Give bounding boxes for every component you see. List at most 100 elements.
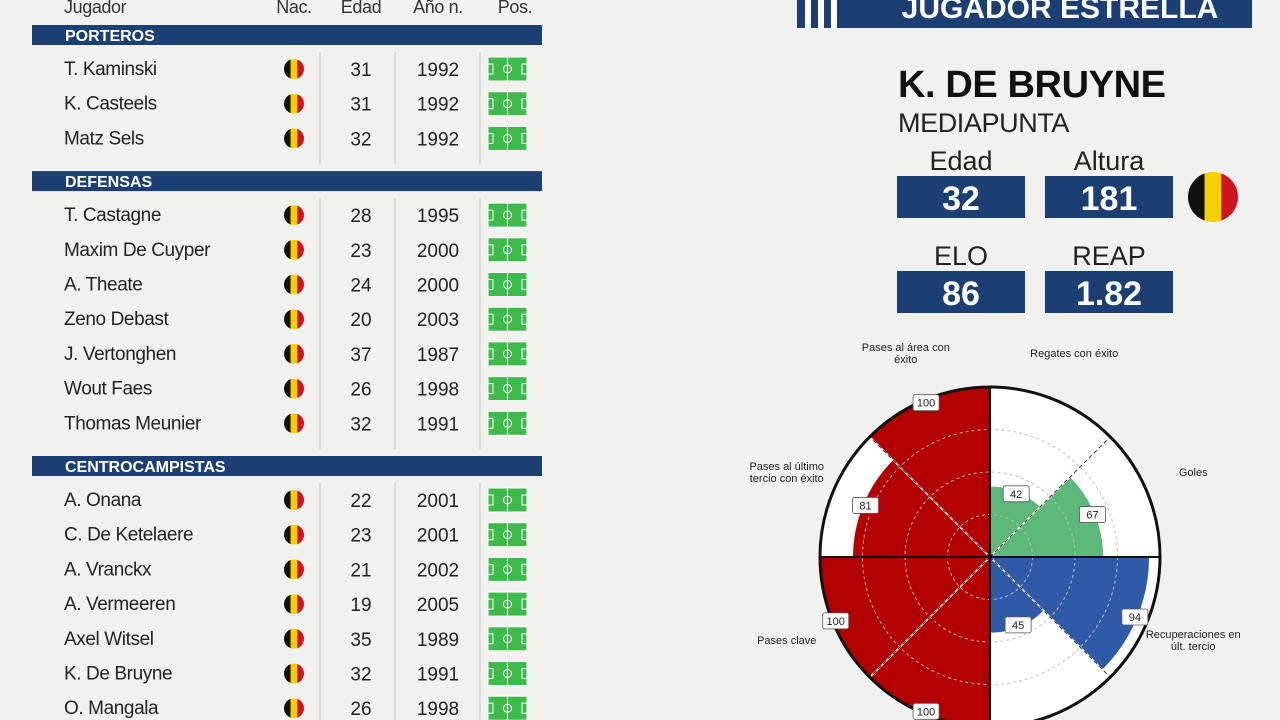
category-label: Pases al área con éxito [861,341,950,366]
flag-stripe [290,490,298,510]
pitch-circle [503,133,512,143]
player-born: 1987 [417,345,459,366]
player-age: 31 [350,60,371,81]
flag [284,698,304,719]
value-label: 67 [1086,510,1098,522]
flag-stripe [297,309,304,330]
player-name: T. Kaminski [64,59,157,80]
pitch-box [521,98,528,110]
flag [284,413,304,434]
section-bar [32,171,542,192]
flag-stripe [290,274,298,295]
pitch-box [487,279,494,290]
flag-stripe [290,59,298,79]
flag-stripe [297,663,304,684]
player-age: 23 [350,526,371,547]
flag [284,343,304,364]
pitch-box [521,417,528,429]
flag-stripe [297,524,304,545]
player-age: 32 [350,665,371,686]
section-title: DEFENSAS [65,174,152,191]
flag [284,378,304,399]
flag [284,239,304,260]
player-name: Zeno Debast [64,309,170,330]
position-icon [487,272,528,297]
flag-stripe [1204,172,1222,222]
pitch-box [487,63,494,75]
flag-stripe [297,128,304,149]
flag-stripe [297,274,304,295]
player-name: Thomas Meunier [64,413,202,434]
section-bar [32,25,542,45]
flag-stripe [290,239,298,260]
flag-stripe [290,698,298,719]
flag [284,128,304,149]
pitch-box [521,313,528,325]
pitch-box [521,529,528,541]
player-born: 1995 [417,206,459,227]
pitch-circle [503,384,512,394]
position-icon [487,237,528,263]
position-icon [487,626,528,652]
flag [284,524,304,545]
player-born: 1998 [417,699,459,720]
flag-stripe [284,239,291,260]
flag [284,93,304,114]
flag [284,309,304,330]
stat-value: 181 [1081,180,1138,218]
banner [797,0,1252,28]
flag-stripe [284,524,291,545]
category-label: Pases clave [757,635,817,648]
pitch-box [487,563,494,575]
column-header: Jugador [64,0,127,17]
flag-stripe [284,378,291,399]
pitch-box [487,668,494,679]
spoke [869,436,991,558]
pitch-box [521,348,528,360]
position-icon [487,487,528,513]
pitch-box [487,98,494,110]
flag-stripe [297,343,304,364]
stat-box [1045,176,1173,218]
flag-stripe [290,93,298,114]
player-born: 1992 [417,129,459,150]
pitch-box [521,633,528,645]
position-icon [487,591,528,617]
player-name: A. Theate [64,275,142,296]
pitch-circle [503,495,512,505]
pitch-circle [503,245,512,255]
player-born: 2000 [417,276,459,297]
flag-stripe [284,205,291,226]
position-icon [487,661,528,686]
player-born: 2001 [417,526,459,547]
value-label: 100 [917,706,935,718]
position-icon [487,522,528,548]
flag-stripe [290,205,298,226]
player-age: 23 [350,241,371,262]
value-box [912,702,940,720]
player-age: 26 [350,699,371,720]
player-name: T. Castagne [64,205,161,226]
pitch-box [521,494,528,506]
flag-stripe [290,663,298,684]
flag-stripe [1188,172,1205,222]
pitch-box [487,633,494,645]
position-icon [487,125,528,151]
flag-stripe [297,239,304,260]
flag [1188,172,1238,222]
flag-stripe [284,59,291,79]
pitch-circle [503,64,512,74]
player-born: 1991 [417,665,459,686]
flag [284,559,304,580]
flag-stripe [290,524,298,545]
value-box [1002,485,1030,503]
pitch-box [487,702,494,714]
pitch-circle [503,210,512,220]
player-name: Axel Witsel [64,629,154,650]
stat-box [1045,271,1173,313]
value-box [1004,616,1032,634]
player-age: 26 [350,380,371,401]
pitch-box [521,244,528,256]
pitch-box [521,132,528,144]
star-name: K. DE BRUYNE [898,64,1166,106]
